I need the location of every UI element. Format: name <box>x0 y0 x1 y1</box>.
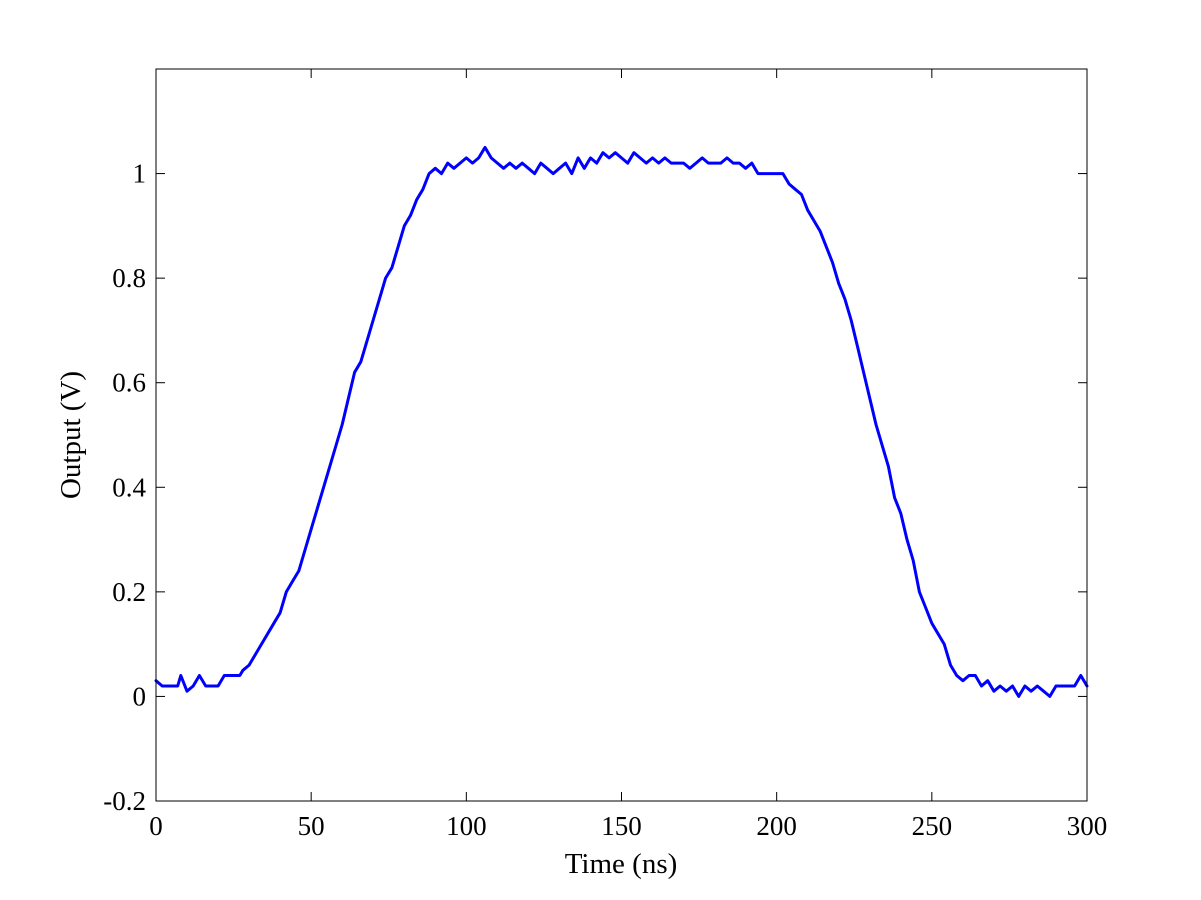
y-tick-label: 1 <box>133 159 147 189</box>
plot-area <box>156 69 1087 801</box>
ticks-layer: 0 50 100 150 200 250 300-0.200.20.40.60.81 <box>103 69 1107 841</box>
x-tick-label: 0 <box>149 811 163 841</box>
y-axis-label: Output (V) <box>55 371 87 499</box>
x-tick-label: 50 <box>298 811 325 841</box>
y-tick-label: 0.4 <box>112 472 146 502</box>
y-tick-label: 0.6 <box>112 368 146 398</box>
x-tick-label: 150 <box>601 811 642 841</box>
y-tick-label: 0 <box>133 681 147 711</box>
x-tick-label: 200 <box>756 811 797 841</box>
x-tick-label: 250 <box>912 811 953 841</box>
series-line-0 <box>154 145 1089 698</box>
series-layer <box>154 145 1089 698</box>
y-tick-label: 0.2 <box>112 577 146 607</box>
y-tick-label: -0.2 <box>103 786 146 816</box>
x-axis-label: Time (ns) <box>565 848 678 880</box>
x-tick-label: 100 <box>446 811 487 841</box>
y-tick-label: 0.8 <box>112 263 146 293</box>
x-tick-label: 300 <box>1067 811 1108 841</box>
